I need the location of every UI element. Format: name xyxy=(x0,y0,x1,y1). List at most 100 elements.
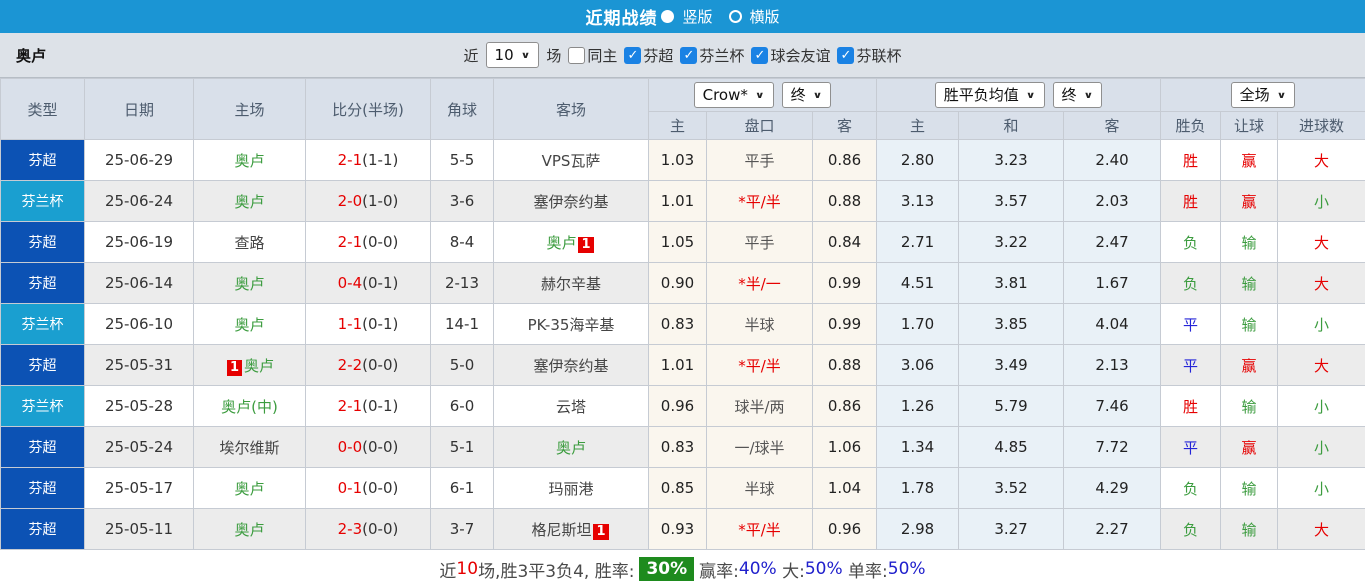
avg-home-odds-cell: 2.80 xyxy=(876,139,960,181)
handicap-cell: *半/一 xyxy=(706,262,813,304)
away-team-cell: 奥卢 xyxy=(493,426,649,468)
sub-header-avg-draw: 和 xyxy=(958,111,1065,140)
avg-draw-odds-cell: 3.49 xyxy=(958,344,1065,386)
match-row: 芬兰杯 25-06-24 奥卢 2-0(1-0) 3-6 塞伊奈约基 1.01 *平/半 0.8… xyxy=(0,180,1365,222)
handicap-result-cell: 赢 xyxy=(1220,180,1279,222)
same-home-checkbox[interactable] xyxy=(568,46,586,64)
avg-draw-odds-cell: 3.52 xyxy=(958,467,1065,509)
result-cell: 负 xyxy=(1160,508,1222,550)
finnish-cup-checkbox[interactable] xyxy=(680,46,698,64)
summary-segment: 场,胜3平3负4, 胜率: xyxy=(478,561,635,582)
result-cell: 胜 xyxy=(1160,385,1222,427)
header-label-row: 主 盘口 客 主 和 客 胜负 让球 进球数 xyxy=(1,111,1365,140)
sub-header-handicap: 盘口 xyxy=(706,111,813,140)
asian-odds-group-header: Crow* 终 xyxy=(647,78,878,112)
corner-cell: 5-1 xyxy=(430,426,494,468)
summary-segment: 赢率: xyxy=(699,561,739,582)
scope-value: 全场 xyxy=(1239,86,1270,104)
league-type-cell: 芬超 xyxy=(0,426,85,468)
away-team-cell: VPS瓦萨 xyxy=(493,139,649,181)
crow-home-odds-cell: 1.01 xyxy=(648,180,707,222)
league-type-cell: 芬兰杯 xyxy=(0,385,85,427)
score-cell: 2-1(1-1) xyxy=(305,139,431,181)
crow-away-odds-cell: 0.86 xyxy=(811,139,878,181)
summary-segment: 50% xyxy=(887,559,926,579)
handicap-result-cell: 输 xyxy=(1220,467,1279,509)
match-row: 芬超 25-06-14 奥卢 0-4(0-1) 2-13 赫尔辛基 0.90 *半/一 0.99… xyxy=(0,262,1365,304)
home-team-cell: 奥卢 xyxy=(193,467,306,509)
match-count-select[interactable]: 10 xyxy=(485,42,540,68)
scope-select[interactable]: 全场 xyxy=(1230,82,1296,108)
goals-cell: 小 xyxy=(1277,426,1365,468)
handicap-cell: 平手 xyxy=(706,139,813,181)
sub-header-avg-home: 主 xyxy=(876,111,960,140)
avg-away-odds-cell: 7.46 xyxy=(1063,385,1162,427)
avg-home-odds-cell: 2.71 xyxy=(876,221,960,263)
finnish-league-cup-label: 芬联杯 xyxy=(856,46,902,65)
corner-cell: 3-7 xyxy=(430,508,494,550)
avg-odds-group-header: 胜平负均值 终 xyxy=(876,78,1162,112)
handicap-result-cell: 输 xyxy=(1220,221,1279,263)
col-header-type: 类型 xyxy=(0,78,85,140)
match-count-value: 10 xyxy=(494,46,514,64)
goals-cell: 小 xyxy=(1277,303,1365,345)
handicap-cell: *平/半 xyxy=(706,508,813,550)
avg-away-odds-cell: 2.13 xyxy=(1063,344,1162,386)
date-cell: 25-05-28 xyxy=(84,385,194,427)
odds-final-select[interactable]: 终 xyxy=(781,82,832,108)
summary-segment: 10 xyxy=(456,559,479,579)
score-cell: 0-0(0-0) xyxy=(305,426,431,468)
avg-odds-select[interactable]: 胜平负均值 xyxy=(934,82,1045,108)
chevron-down-icon xyxy=(1277,88,1287,103)
horizontal-layout-radio[interactable] xyxy=(728,10,742,23)
avg-draw-odds-cell: 3.22 xyxy=(958,221,1065,263)
handicap-result-cell: 赢 xyxy=(1220,344,1279,386)
avg-home-odds-cell: 2.98 xyxy=(876,508,960,550)
crow-away-odds-cell: 0.84 xyxy=(811,221,878,263)
avg-draw-odds-cell: 3.81 xyxy=(958,262,1065,304)
summary-segment: 40% xyxy=(738,559,777,579)
crow-home-odds-cell: 1.03 xyxy=(648,139,707,181)
handicap-result-cell: 赢 xyxy=(1220,139,1279,181)
crow-home-odds-cell: 0.83 xyxy=(648,303,707,345)
club-friendly-checkbox[interactable] xyxy=(751,46,769,64)
corner-cell: 8-4 xyxy=(430,221,494,263)
horizontal-layout-label[interactable]: 横版 xyxy=(749,8,780,26)
red-card-badge: 1 xyxy=(578,236,594,253)
avg-final-select[interactable]: 终 xyxy=(1052,82,1103,108)
avg-away-odds-cell: 4.04 xyxy=(1063,303,1162,345)
chevron-down-icon xyxy=(521,48,531,63)
league-type-cell: 芬超 xyxy=(0,221,85,263)
odds-company-select[interactable]: Crow* xyxy=(693,82,774,108)
match-row: 芬超 25-06-29 奥卢 2-1(1-1) 5-5 VPS瓦萨 1.03 平手 0.86 2.… xyxy=(0,139,1365,181)
away-team-cell: 格尼斯坦 1 xyxy=(493,508,649,550)
match-row: 芬超 25-05-17 奥卢 0-1(0-0) 6-1 玛丽港 0.85 半球 1.04 1.78… xyxy=(0,467,1365,509)
sub-header-handicap-result: 让球 xyxy=(1220,111,1279,140)
vertical-layout-label[interactable]: 竖版 xyxy=(682,8,713,26)
summary-segment: 50% xyxy=(804,559,843,579)
filter-controls: 近 10 场 同主 芬超 芬兰杯 球会友谊 xyxy=(464,42,901,68)
handicap-result-cell: 赢 xyxy=(1220,426,1279,468)
vertical-layout-radio[interactable] xyxy=(661,10,675,23)
avg-away-odds-cell: 1.67 xyxy=(1063,262,1162,304)
games-label: 场 xyxy=(546,46,562,65)
chevron-down-icon xyxy=(1026,88,1036,103)
result-cell: 负 xyxy=(1160,221,1222,263)
finnish-premier-checkbox[interactable] xyxy=(624,46,642,64)
crow-away-odds-cell: 1.04 xyxy=(811,467,878,509)
chevron-down-icon xyxy=(813,88,823,103)
finnish-league-cup-checkbox[interactable] xyxy=(837,46,855,64)
chevron-down-icon xyxy=(755,88,765,103)
avg-away-odds-cell: 2.40 xyxy=(1063,139,1162,181)
corner-cell: 6-1 xyxy=(430,467,494,509)
score-cell: 1-1(0-1) xyxy=(305,303,431,345)
result-cell: 负 xyxy=(1160,262,1222,304)
league-type-cell: 芬超 xyxy=(0,262,85,304)
score-cell: 2-3(0-0) xyxy=(305,508,431,550)
league-type-cell: 芬兰杯 xyxy=(0,303,85,345)
league-type-cell: 芬超 xyxy=(0,139,85,181)
handicap-cell: *平/半 xyxy=(706,344,813,386)
scope-group-header: 全场 xyxy=(1160,78,1365,112)
league-filter-finnish-league-cup: 芬联杯 xyxy=(837,45,901,66)
avg-home-odds-cell: 1.78 xyxy=(876,467,960,509)
